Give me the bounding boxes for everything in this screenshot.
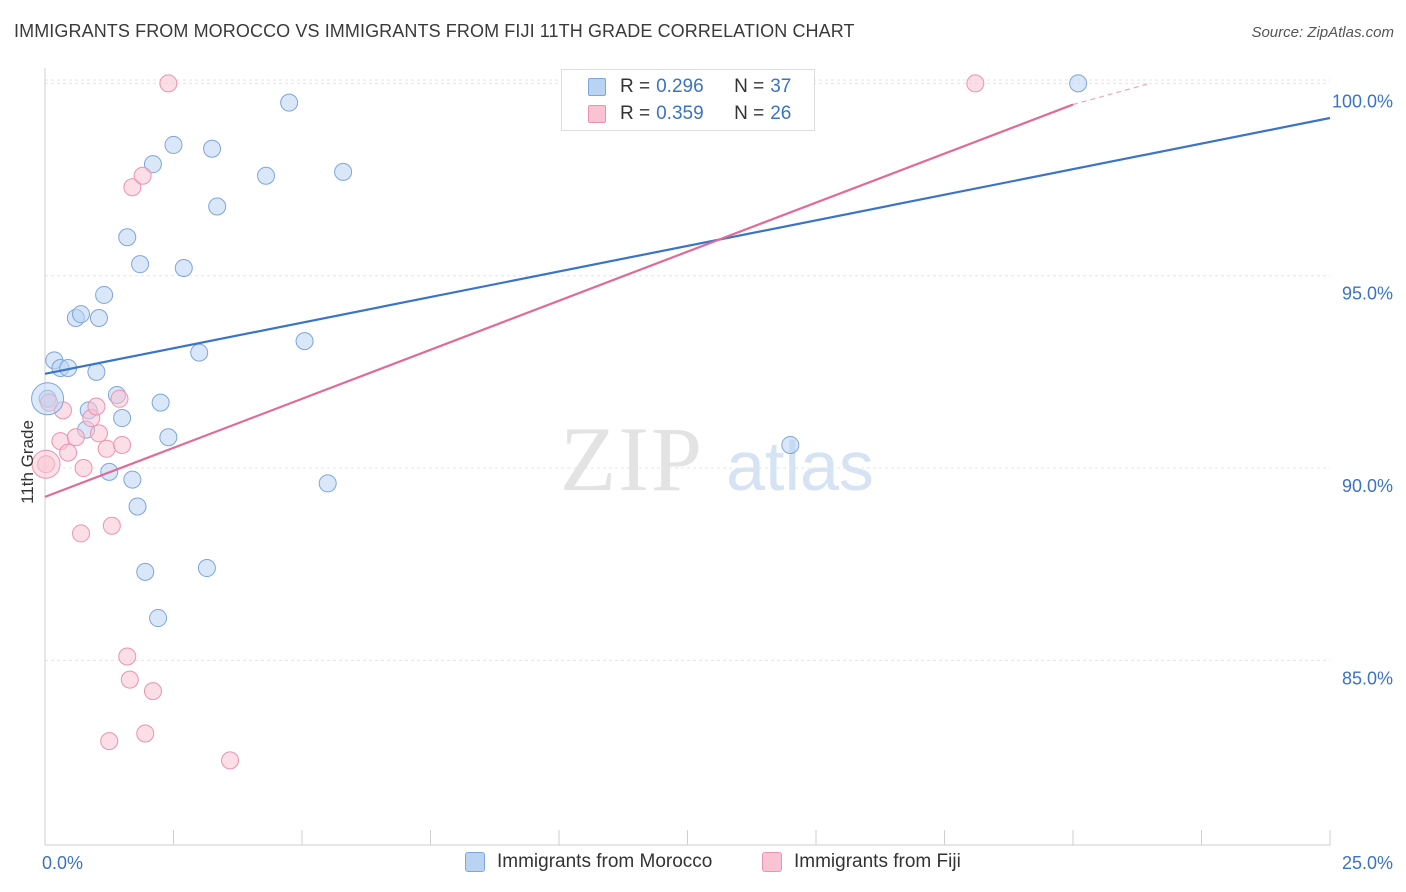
correlation-legend: R = 0.296 N = 37 R = 0.359 N = 26 xyxy=(561,69,815,131)
data-point-morocco xyxy=(136,562,155,581)
data-point-fiji xyxy=(133,166,152,185)
data-point-morocco xyxy=(208,197,227,216)
legend-row-morocco: R = 0.296 N = 37 xyxy=(588,75,791,99)
series-legend-label-morocco: Immigrants from Morocco xyxy=(497,851,713,872)
data-point-fiji xyxy=(110,389,129,408)
data-point-morocco xyxy=(151,393,170,412)
x-tick-label-min: 0.0% xyxy=(42,853,83,873)
data-point-morocco xyxy=(197,559,216,578)
data-point-fiji xyxy=(120,670,139,689)
data-point-fiji-cluster xyxy=(31,449,61,479)
data-point-fiji xyxy=(87,397,106,416)
trend-line-fiji xyxy=(44,103,1074,498)
legend-row-fiji: R = 0.359 N = 26 xyxy=(588,102,791,126)
data-point-morocco xyxy=(174,259,193,278)
watermark-atlas: atlas xyxy=(726,427,874,505)
legend-n-value: 37 xyxy=(770,76,792,97)
data-point-fiji xyxy=(136,724,155,743)
data-point-morocco xyxy=(295,332,314,351)
data-point-fiji xyxy=(113,435,132,454)
data-point-fiji xyxy=(71,524,90,543)
chart-title: IMMIGRANTS FROM MOROCCO VS IMMIGRANTS FR… xyxy=(14,21,855,41)
data-point-morocco xyxy=(159,428,178,447)
legend-n-value: 26 xyxy=(770,103,792,124)
legend-r-value: 0.296 xyxy=(656,76,704,97)
legend-n-label: N = xyxy=(734,76,765,97)
source-label: Source: ZipAtlas.com xyxy=(1251,24,1394,41)
data-point-fiji xyxy=(221,751,240,770)
series-legend-swatch-morocco xyxy=(465,852,485,872)
series-legend-label-fiji: Immigrants from Fiji xyxy=(794,851,961,872)
watermark-zip: ZIP xyxy=(560,408,704,510)
legend-swatch-morocco xyxy=(588,78,606,96)
data-point-fiji xyxy=(74,459,93,478)
data-point-morocco xyxy=(87,362,106,381)
data-point-morocco xyxy=(71,305,90,324)
data-point-fiji xyxy=(66,428,85,447)
legend-n-label: N = xyxy=(734,103,765,124)
data-point-morocco-cluster xyxy=(31,382,65,416)
data-point-fiji xyxy=(100,732,119,751)
y-tick-label: 90.0% xyxy=(1342,476,1393,496)
data-point-fiji xyxy=(123,178,142,197)
data-point-morocco xyxy=(143,155,162,174)
x-tick-label-max: 25.0% xyxy=(1342,853,1393,873)
legend-r-label: R = xyxy=(620,103,651,124)
data-point-fiji xyxy=(97,439,116,458)
data-point-morocco xyxy=(128,497,147,516)
data-point-morocco xyxy=(280,93,299,112)
data-point-morocco xyxy=(334,162,353,181)
data-point-fiji xyxy=(118,647,137,666)
data-point-morocco xyxy=(95,285,114,304)
data-point-morocco xyxy=(1069,74,1088,93)
series-legend-swatch-fiji xyxy=(762,852,782,872)
series-legend-morocco: Immigrants from Morocco xyxy=(465,851,712,873)
data-point-morocco xyxy=(190,343,209,362)
data-point-morocco xyxy=(257,166,276,185)
y-axis-label: 11th Grade xyxy=(18,420,37,504)
data-point-morocco xyxy=(113,409,132,428)
legend-r-value: 0.359 xyxy=(656,103,704,124)
data-point-fiji xyxy=(966,74,985,93)
data-point-morocco xyxy=(89,309,108,328)
data-point-fiji xyxy=(159,74,178,93)
data-point-morocco xyxy=(123,470,142,489)
data-point-fiji xyxy=(59,443,78,462)
trend-line-extension-fiji xyxy=(1072,82,1151,106)
data-point-morocco xyxy=(149,609,168,628)
data-point-fiji xyxy=(143,682,162,701)
data-point-morocco xyxy=(781,435,800,454)
y-tick-label: 85.0% xyxy=(1342,668,1393,688)
y-tick-label: 100.0% xyxy=(1332,91,1393,111)
data-point-fiji xyxy=(102,516,121,535)
legend-r-label: R = xyxy=(620,76,651,97)
data-point-morocco xyxy=(164,135,183,154)
data-point-morocco xyxy=(131,255,150,274)
data-point-morocco xyxy=(118,228,137,247)
data-point-morocco xyxy=(318,474,337,493)
series-legend-fiji: Immigrants from Fiji xyxy=(762,851,961,873)
legend-swatch-fiji xyxy=(588,105,606,123)
trend-line-morocco xyxy=(44,116,1331,375)
data-point-morocco xyxy=(203,139,222,158)
data-point-fiji xyxy=(89,424,108,443)
y-tick-label: 95.0% xyxy=(1342,284,1393,304)
